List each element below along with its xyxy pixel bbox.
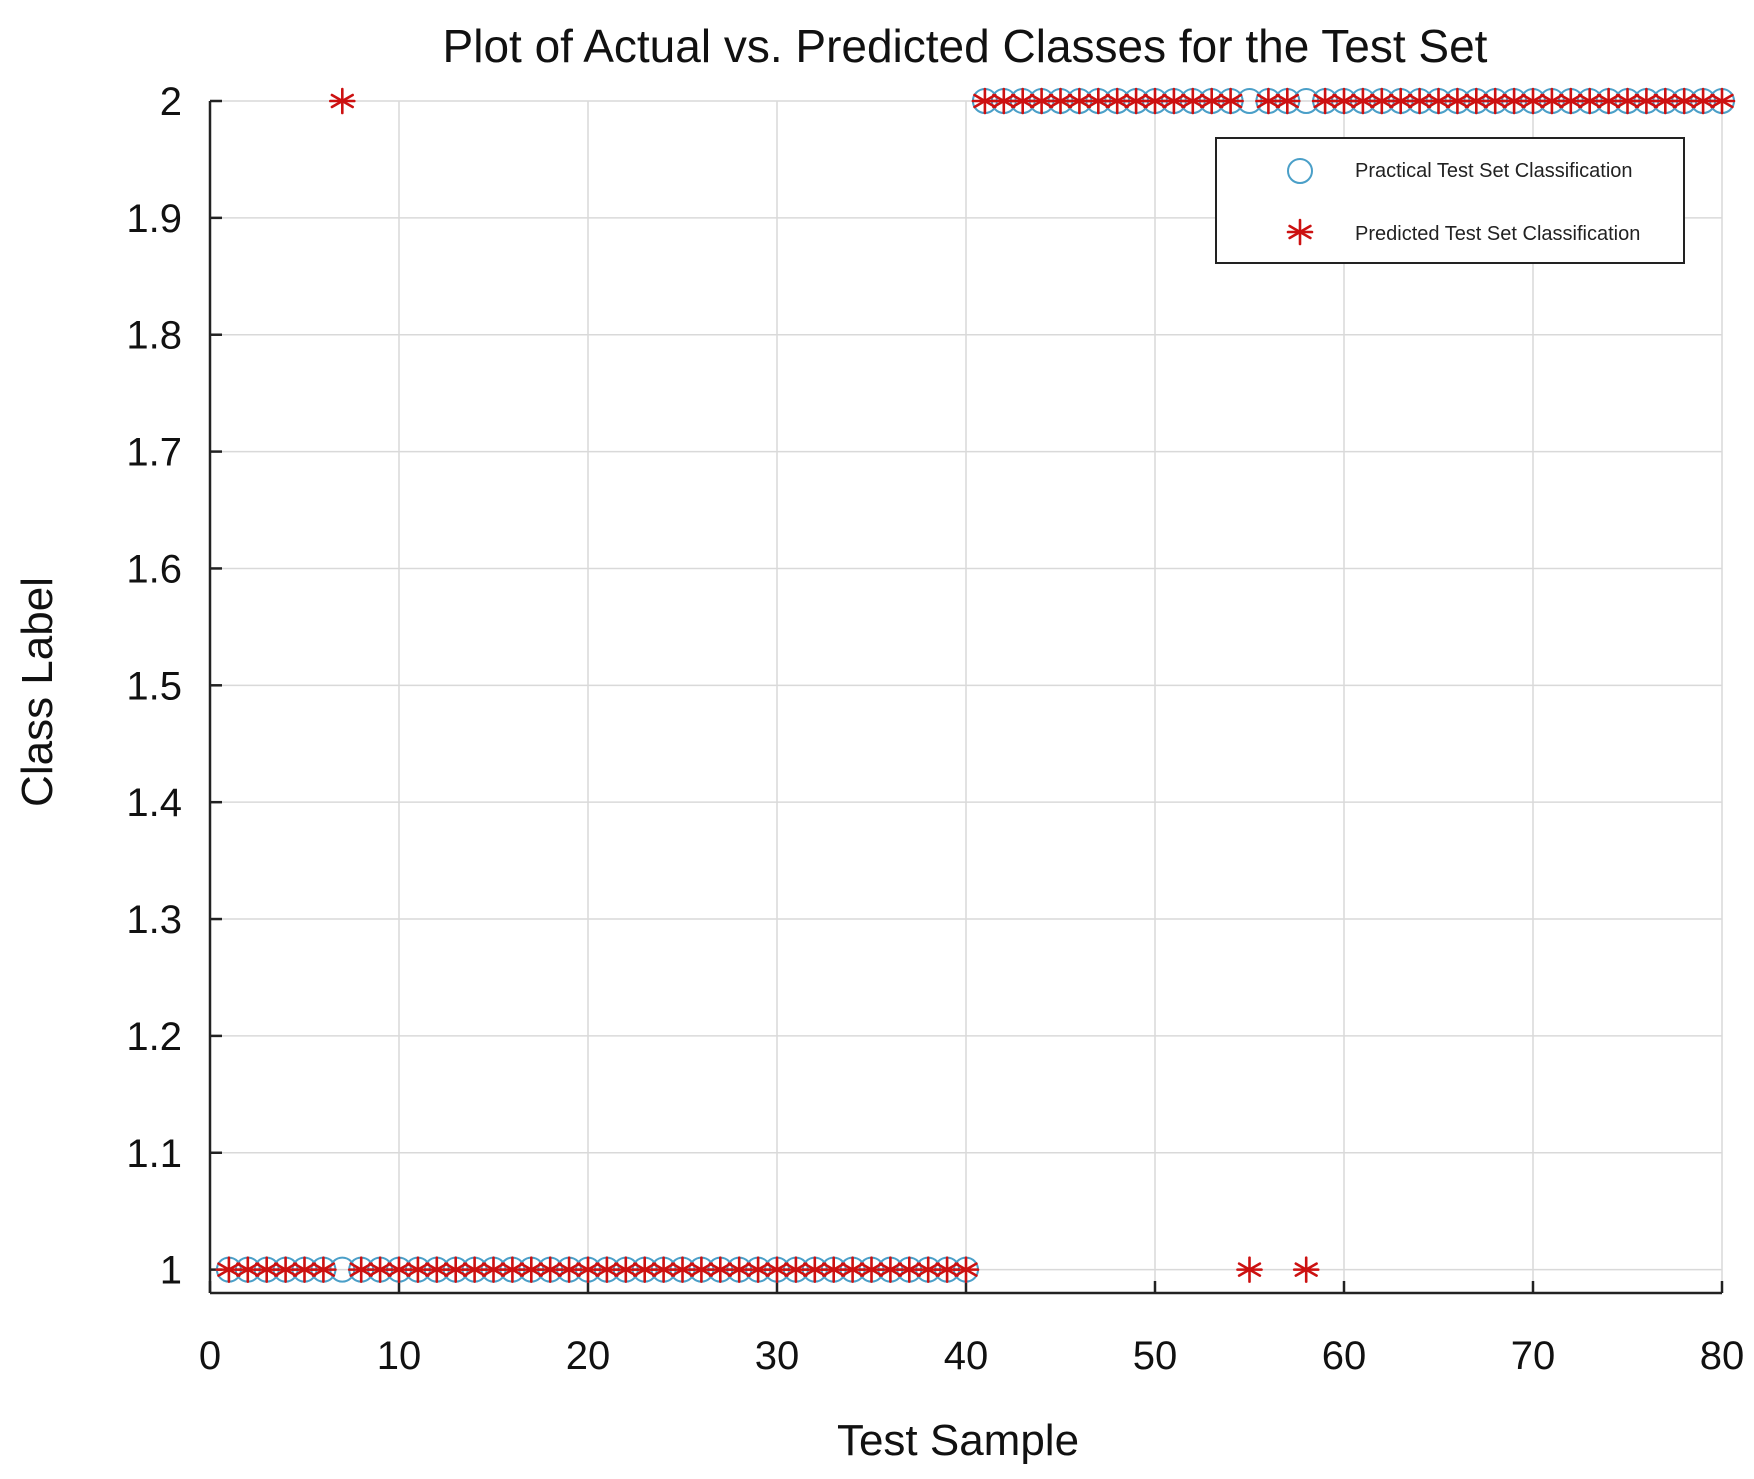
y-tick-label: 1.5 xyxy=(126,664,182,708)
predicted-point xyxy=(1047,87,1074,115)
legend-entry-actual: Practical Test Set Classification xyxy=(1355,160,1633,182)
legend-asterisk-marker-icon xyxy=(1286,218,1314,246)
predicted-point xyxy=(1198,87,1225,115)
predicted-point xyxy=(310,1256,337,1283)
predicted-point xyxy=(1160,87,1188,115)
x-tick-label: 20 xyxy=(566,1334,611,1378)
y-tick-label: 1.7 xyxy=(126,431,182,475)
predicted-point xyxy=(499,1256,526,1283)
x-tick-label: 0 xyxy=(199,1334,221,1378)
chart-title: Plot of Actual vs. Predicted Classes for… xyxy=(443,20,1488,72)
y-tick-label: 1.2 xyxy=(126,1015,182,1059)
predicted-point xyxy=(1217,87,1244,115)
x-tick-label: 60 xyxy=(1322,1334,1367,1378)
predicted-point xyxy=(1444,87,1471,115)
y-tick-labels: 1 1.1 1.2 1.3 1.4 1.5 1.6 1.7 1.8 1.9 2 xyxy=(126,80,182,1293)
predicted-point xyxy=(1274,87,1301,115)
axes xyxy=(208,99,1724,1295)
x-tick-label: 70 xyxy=(1511,1334,1556,1378)
predicted-point xyxy=(669,1256,696,1283)
legend: Practical Test Set Classification Predic… xyxy=(1215,137,1685,264)
legend-asterisk-icon xyxy=(1286,218,1314,246)
y-tick-label: 1 xyxy=(160,1249,182,1293)
predicted-point xyxy=(1236,1256,1263,1283)
x-tick-label: 50 xyxy=(1133,1334,1178,1378)
predicted-point xyxy=(536,1256,564,1283)
legend-circle-marker-icon xyxy=(1287,158,1313,184)
x-tick-label: 80 xyxy=(1700,1334,1745,1378)
legend-box xyxy=(1215,137,1685,264)
predicted-point xyxy=(272,1256,299,1283)
x-tick-label: 40 xyxy=(944,1334,989,1378)
predicted-point xyxy=(631,1256,659,1283)
predicted-point xyxy=(1614,87,1641,115)
y-tick-label: 1.6 xyxy=(126,547,182,591)
predicted-point xyxy=(291,1256,318,1283)
x-axis-label: Test Sample xyxy=(837,1416,1079,1465)
y-axis-label: Class Label xyxy=(13,577,62,807)
predicted-point xyxy=(839,1256,866,1283)
x-tick-labels: 0 10 20 30 40 50 60 70 80 xyxy=(199,1334,1744,1378)
predicted-point xyxy=(952,1256,980,1283)
predicted-point xyxy=(744,1256,772,1283)
x-tick-label: 10 xyxy=(377,1334,422,1378)
predicted-point xyxy=(1670,87,1698,115)
y-tick-label: 1.1 xyxy=(126,1132,182,1176)
legend-entry-predicted: Predicted Test Set Classification xyxy=(1355,223,1640,245)
y-tick-label: 1.4 xyxy=(126,781,182,825)
y-tick-label: 2 xyxy=(160,80,182,124)
predicted-point xyxy=(1708,87,1736,115)
predicted-point xyxy=(1255,87,1282,115)
y-tick-label: 1.3 xyxy=(126,898,182,942)
x-tick-label: 30 xyxy=(755,1334,800,1378)
predicted-point xyxy=(234,1256,262,1283)
predicted-point xyxy=(328,87,356,115)
predicted-point xyxy=(480,1256,507,1283)
legend-circle-icon xyxy=(1287,158,1313,184)
predicted-point xyxy=(1368,87,1396,115)
grid xyxy=(210,100,1723,1293)
predicted-point xyxy=(1292,1256,1320,1283)
y-tick-label: 1.9 xyxy=(126,197,182,241)
y-tick-label: 1.8 xyxy=(126,314,182,358)
predicted-point xyxy=(820,1256,848,1283)
predicted-point xyxy=(782,1256,810,1283)
data-series xyxy=(215,87,1736,1283)
